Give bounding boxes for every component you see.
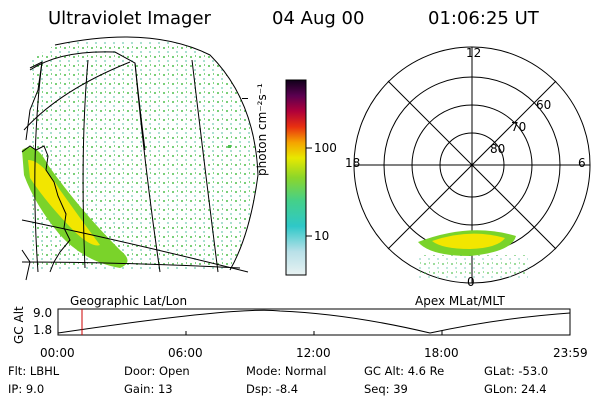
flt-label: Flt: xyxy=(8,364,27,378)
mlt-label-0: 0 xyxy=(467,275,475,289)
orbit-ytick-low: 1.8 xyxy=(33,323,53,337)
mode-value: Normal xyxy=(284,364,327,378)
footer-glat: GLat: -53.0 xyxy=(484,364,548,378)
mlt-label-6: 6 xyxy=(578,156,586,170)
lat-label-70: 70 xyxy=(511,120,527,134)
colorbar xyxy=(285,79,312,276)
geographic-map xyxy=(21,36,259,281)
orbit-plot xyxy=(57,308,571,336)
footer-glon: GLon: 24.4 xyxy=(484,382,547,396)
mlt-label-12: 12 xyxy=(466,46,482,60)
footer-seq: Seq: 39 xyxy=(364,382,408,396)
ip-value: 9.0 xyxy=(25,382,45,396)
lat-label-60: 60 xyxy=(536,98,552,112)
footer-mode: Mode: Normal xyxy=(246,364,326,378)
orbit-xtick-2: 12:00 xyxy=(296,346,331,360)
mode-label: Mode: xyxy=(246,364,282,378)
orbit-ytick-high: 9.0 xyxy=(33,306,53,320)
glat-value: -53.0 xyxy=(518,364,549,378)
right-panel-caption: Apex MLat/MLT xyxy=(415,294,505,308)
footer-door: Door: Open xyxy=(124,364,190,378)
flt-value: LBHL xyxy=(29,364,60,378)
glon-label: GLon: xyxy=(484,382,518,396)
altitude-curve xyxy=(57,309,571,334)
colorbar-tick-100: 100 xyxy=(314,141,337,155)
orbit-xtick-0: 00:00 xyxy=(40,346,75,360)
orbit-xtick-1: 06:00 xyxy=(168,346,203,360)
coastline xyxy=(21,145,71,273)
orbit-xtick-3: 18:00 xyxy=(424,346,459,360)
gain-value: 13 xyxy=(157,382,173,396)
door-label: Door: xyxy=(124,364,156,378)
glon-value: 24.4 xyxy=(520,382,547,396)
footer-ip: IP: 9.0 xyxy=(8,382,44,396)
instrument-title: Ultraviolet Imager xyxy=(48,8,211,29)
colorbar-tick-10: 10 xyxy=(314,229,330,243)
dsp-label: Dsp: xyxy=(246,382,273,396)
left-panel-caption: Geographic Lat/Lon xyxy=(70,294,188,308)
glat-label: GLat: xyxy=(484,364,515,378)
footer-flt: Flt: LBHL xyxy=(8,364,59,378)
footer-gcalt: GC Alt: 4.6 Re xyxy=(364,364,444,378)
orbit-xtick-4: 23:59 xyxy=(553,346,588,360)
door-value: Open xyxy=(158,364,190,378)
gcalt-value: 4.6 Re xyxy=(407,364,445,378)
polar-plot xyxy=(353,46,591,284)
colorbar-label: photon cm⁻²s⁻¹ xyxy=(255,83,269,176)
footer-dsp: Dsp: -8.4 xyxy=(246,382,298,396)
image-date: 04 Aug 00 xyxy=(272,8,365,29)
seq-value: 39 xyxy=(393,382,408,396)
orbit-ylabel: GC Alt xyxy=(12,306,26,344)
footer-gain: Gain: 13 xyxy=(124,382,173,396)
lat-label-80: 80 xyxy=(490,142,506,156)
mlt-label-18: 18 xyxy=(345,156,361,170)
gain-label: Gain: xyxy=(124,382,155,396)
ip-label: IP: xyxy=(8,382,23,396)
image-time: 01:06:25 UT xyxy=(428,8,539,29)
seq-label: Seq: xyxy=(364,382,390,396)
gcalt-label: GC Alt: xyxy=(364,364,405,378)
dsp-value: -8.4 xyxy=(275,382,299,396)
